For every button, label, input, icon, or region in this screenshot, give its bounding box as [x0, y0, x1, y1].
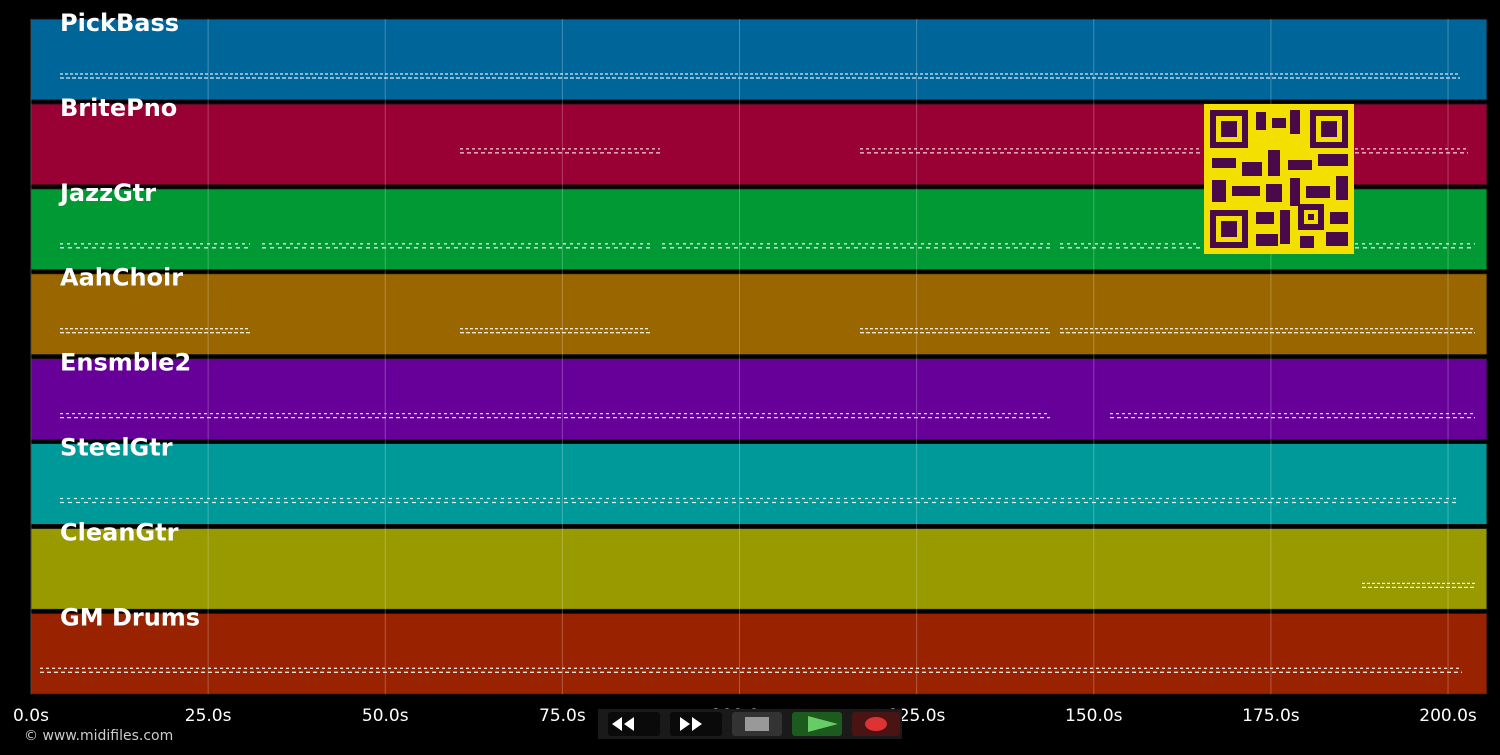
track-name: AahChoir — [60, 264, 183, 292]
play-button[interactable] — [792, 712, 842, 736]
track-panel — [30, 18, 1488, 101]
track-name: JazzGtr — [58, 179, 156, 207]
track-panel — [30, 443, 1488, 525]
forward-button[interactable] — [670, 712, 722, 736]
rewind-button[interactable] — [608, 712, 660, 736]
track-name: BritePno — [60, 94, 177, 122]
track-panel — [30, 358, 1488, 441]
track-name: GM Drums — [60, 603, 200, 631]
record-button[interactable] — [852, 712, 900, 736]
tick-label: 0.0s — [13, 706, 49, 726]
track-name: Ensmble2 — [60, 349, 191, 377]
stop-button[interactable] — [732, 712, 782, 736]
track-name: CleanGtr — [60, 518, 179, 546]
track-panel — [30, 273, 1488, 356]
tick-label: 150.0s — [1065, 706, 1123, 726]
playback-controls — [598, 709, 902, 739]
tick-label: 200.0s — [1419, 706, 1477, 726]
track-panel — [30, 527, 1488, 610]
copyright: © www.midifiles.com — [24, 728, 173, 744]
track-name: SteelGtr — [60, 434, 173, 462]
qr-code — [1204, 104, 1354, 254]
track-panel — [30, 612, 1488, 695]
tick-label: 125.0s — [888, 706, 946, 726]
tick-label: 25.0s — [185, 706, 232, 726]
tick-label: 75.0s — [539, 706, 586, 726]
tick-label: 175.0s — [1242, 706, 1300, 726]
tick-label: 50.0s — [362, 706, 409, 726]
track-name: PickBass — [60, 9, 179, 37]
